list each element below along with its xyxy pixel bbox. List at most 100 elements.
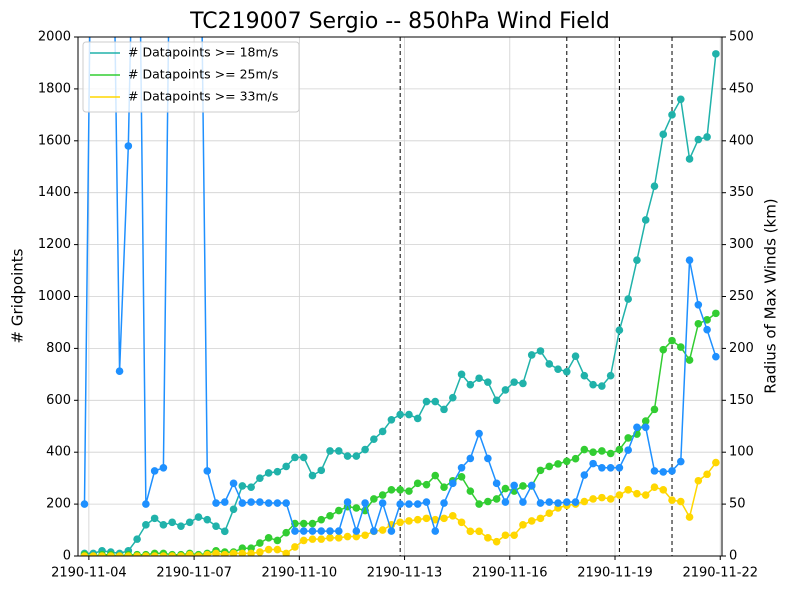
data-point [615,463,624,472]
data-point [150,467,159,475]
data-point [334,534,343,542]
data-point [361,445,369,454]
y2-tick-label: 50 [729,497,746,512]
data-point [177,522,185,530]
data-point [256,548,264,556]
data-point [308,535,317,543]
data-point [712,50,720,58]
y2-tick-label: 450 [729,81,754,96]
data-point [641,423,650,432]
data-point [378,499,387,507]
data-point [510,531,518,540]
data-point [396,518,404,527]
data-point [694,476,703,485]
data-point [299,519,308,528]
data-point [203,550,212,556]
data-point [98,552,106,556]
data-point [282,462,290,471]
data-point [475,527,483,536]
data-point [405,487,413,495]
data-point [308,527,317,535]
data-point [387,486,396,494]
data-point [440,405,448,414]
data-point [571,352,580,360]
y-tick-label: 1800 [38,81,71,96]
y-tick-label: 400 [46,445,71,460]
y-tick-label: 1200 [38,237,71,252]
data-point [685,356,694,364]
data-point [378,491,387,499]
data-point [536,347,545,355]
data-point [484,378,492,386]
data-point [133,535,141,543]
data-point [484,497,492,506]
data-point [562,457,571,466]
data-point [194,513,203,521]
data-point [273,545,282,554]
x-tick-label: 2190-11-16 [472,566,548,581]
y2-tick-label: 150 [729,393,754,408]
data-point [659,345,668,354]
data-point [606,371,615,380]
data-point [150,552,159,556]
data-point [405,410,413,419]
y-tick-label: 600 [46,393,71,408]
data-point [510,378,518,386]
data-point [527,481,536,490]
data-point [440,483,448,492]
data-point [562,367,571,376]
data-point [536,466,545,475]
data-point [457,463,466,472]
data-point [282,499,290,507]
data-point [615,491,624,499]
y-tick-label: 2000 [38,30,71,45]
data-point [440,514,448,523]
data-point [229,549,238,556]
data-point [519,521,527,529]
legend-label: # Datapoints >= 25m/s [128,67,278,82]
data-point [405,517,413,525]
data-point [247,483,255,492]
data-point [343,498,352,506]
data-point [466,527,475,536]
data-point [370,435,378,444]
x-tick-label: 2190-11-13 [367,566,443,581]
legend-label: # Datapoints >= 33m/s [128,89,278,104]
data-point [440,499,448,507]
data-point [352,452,361,460]
data-point [124,142,133,150]
data-point [527,351,536,359]
y2-tick-label: 200 [729,341,754,356]
data-point [334,447,343,455]
data-point [142,552,150,556]
data-point [580,471,589,479]
data-point [475,429,483,438]
data-point [238,549,247,556]
data-point [615,326,624,335]
data-point [641,491,650,499]
data-point [361,531,369,540]
data-point [641,417,650,425]
data-point [457,518,466,527]
data-point [378,526,387,534]
data-point [361,499,369,507]
data-point [431,471,440,480]
data-point [659,468,668,476]
data-point [159,552,168,556]
data-point [431,515,440,524]
data-point [545,509,554,517]
data-point [413,515,422,524]
x-tick-label: 2190-11-04 [51,566,127,581]
data-point [299,536,308,545]
data-point [510,481,518,490]
data-point [220,527,229,536]
data-point [589,495,597,503]
data-point [448,479,457,488]
data-point [668,496,676,505]
data-point [80,552,89,556]
data-point [326,511,334,520]
data-point [378,427,387,436]
data-point [115,552,124,556]
y-tick-label: 1600 [38,133,71,148]
data-point [580,371,589,380]
